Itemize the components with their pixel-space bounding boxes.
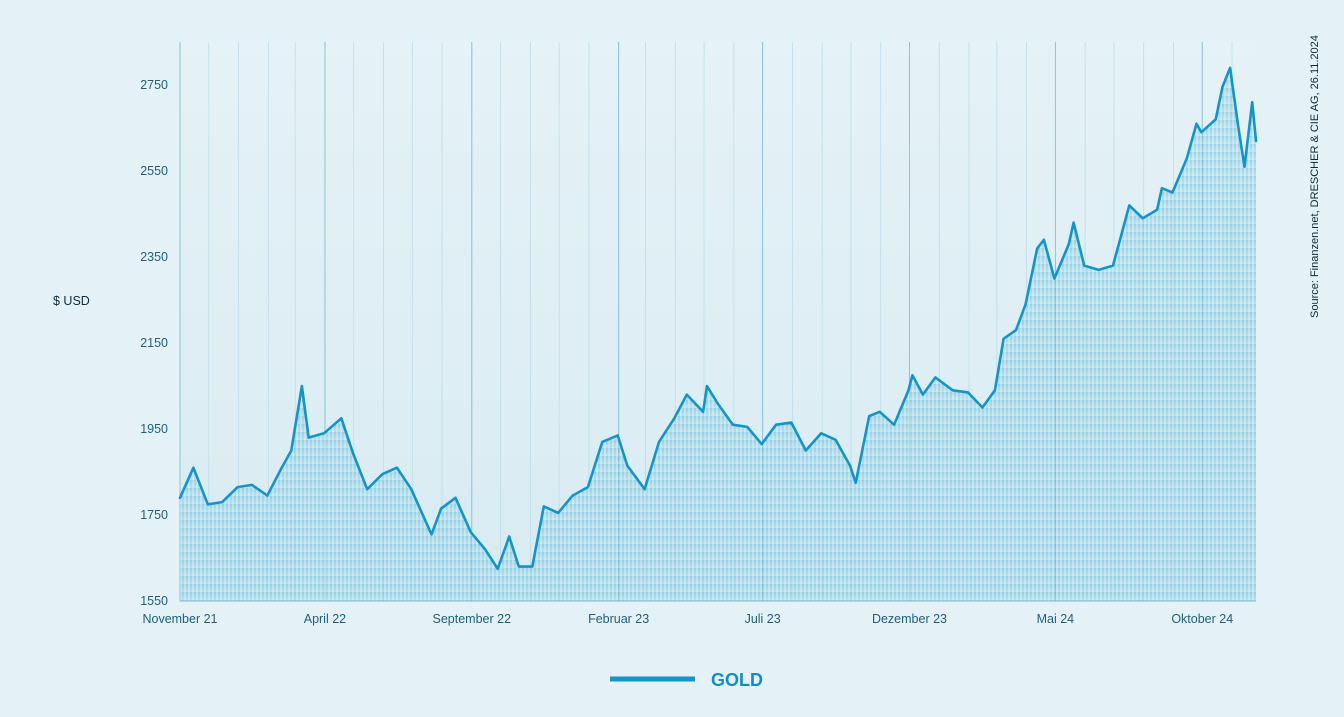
x-tick-label: Februar 23 [588,612,649,626]
y-axis-label: $ USD [53,294,90,308]
gold-area-fill [180,67,1256,602]
x-tick-label: November 21 [142,612,217,626]
y-tick-label: 2150 [140,336,168,350]
x-tick-label: Oktober 24 [1171,612,1233,626]
legend: GOLD [610,670,763,690]
x-tick-label: September 22 [433,612,512,626]
x-tick-label: Mai 24 [1037,612,1075,626]
y-tick-label: 2750 [140,78,168,92]
x-tick-label: Dezember 23 [872,612,947,626]
legend-label: GOLD [711,670,763,690]
y-tick-label: 1950 [140,422,168,436]
y-tick-label: 2550 [140,164,168,178]
gold-price-line [178,66,1258,571]
y-tick-label: 1550 [140,594,168,608]
y-tick-label: 1750 [140,508,168,522]
x-tick-label: Juli 23 [745,612,781,626]
y-tick-label: 2350 [140,250,168,264]
y-axis-ticks: 1550 1750 1950 2150 2350 2550 2750 [140,78,168,608]
x-tick-label: April 22 [304,612,346,626]
x-axis-ticks: November 21 April 22 September 22 Februar 2… [142,612,1233,626]
source-note: Source: Finanzen.net, DRESCHER & CIE AG,… [1309,35,1321,318]
